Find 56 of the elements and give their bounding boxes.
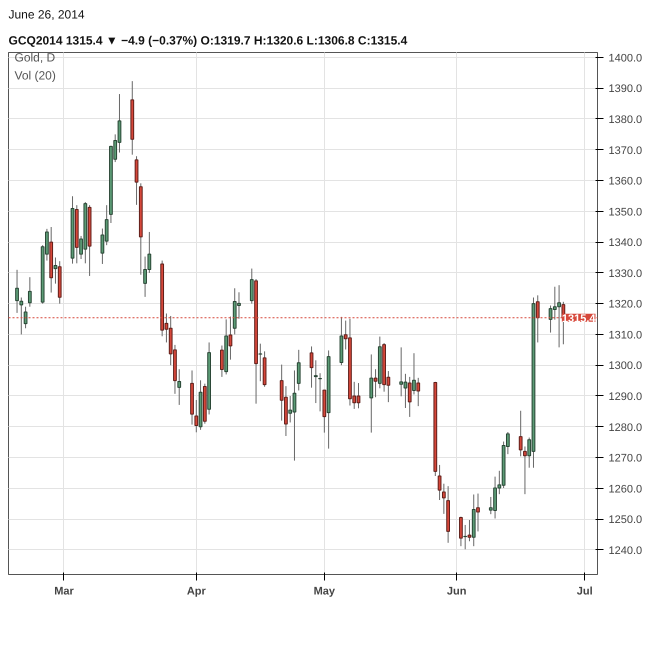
- chart-title: June 26, 2014: [8, 8, 85, 22]
- y-tick-label: 1400.0: [608, 52, 642, 64]
- candlestick: [399, 346, 404, 397]
- candlestick: [280, 364, 284, 422]
- y-tick-label: 1250.0: [608, 514, 642, 526]
- annotation: Vol (20): [14, 68, 56, 82]
- x-tick-label: Apr: [186, 586, 206, 598]
- candlestick: [356, 382, 360, 409]
- x-tick-label: May: [314, 586, 336, 598]
- candlestick: [374, 368, 378, 398]
- candlestick: [552, 286, 557, 320]
- y-tick-label: 1310.0: [608, 329, 642, 342]
- candlestick: [523, 446, 527, 495]
- candlestick: [493, 476, 497, 519]
- x-tick-label: Mar: [54, 586, 74, 598]
- candlestick: [438, 464, 442, 501]
- chart-subtitle: GCQ2014 1315.4 ▼ −4.9 (−0.37%) O:1319.7 H:1320.6 L:1306.8 C:1315.4: [8, 34, 408, 48]
- y-tick-label: 1300.0: [608, 360, 642, 372]
- candlestick: [288, 395, 292, 423]
- y-tick-label: 1330.0: [608, 268, 642, 280]
- y-tick-label: 1380.0: [608, 114, 642, 126]
- annotation: Gold, D: [14, 50, 56, 64]
- ref-line-label: 1315.4: [562, 312, 596, 325]
- candlestick: [369, 354, 374, 434]
- candlestick: [557, 284, 561, 348]
- candlestick: [134, 156, 138, 206]
- y-tick-label: 1360.0: [608, 176, 642, 188]
- candlestick: [518, 410, 523, 457]
- candlestick: [310, 346, 314, 388]
- y-tick-label: 1260.0: [608, 483, 642, 496]
- candlestick: [416, 377, 420, 407]
- candlestick: [314, 360, 318, 404]
- y-tick-label: 1320.0: [608, 298, 642, 311]
- candlestick: [177, 368, 182, 406]
- y-tick-label: 1240.0: [608, 544, 642, 557]
- candlestick: [292, 370, 296, 462]
- candlestick: [250, 268, 254, 304]
- y-tick-label: 1290.0: [608, 390, 642, 403]
- y-tick-label: 1340.0: [608, 237, 642, 250]
- y-tick-label: 1350.0: [608, 206, 642, 218]
- y-tick-label: 1280.0: [608, 422, 642, 434]
- y-tick-label: 1390.0: [608, 83, 642, 96]
- y-tick-label: 1370.0: [608, 144, 642, 157]
- candlestick: [476, 493, 480, 532]
- candlestick: [296, 349, 301, 391]
- candlestick: [468, 520, 472, 542]
- candlestick: [15, 269, 19, 314]
- candlestick: [408, 376, 412, 418]
- candlestick: [194, 399, 198, 433]
- x-tick-label: Jul: [576, 586, 593, 598]
- candlestick: [548, 305, 552, 334]
- candlestick: [220, 345, 224, 378]
- y-tick-label: 1270.0: [608, 452, 642, 465]
- x-tick-label: Jun: [446, 586, 467, 598]
- candlestick: [28, 276, 32, 308]
- candlestick: [459, 516, 463, 547]
